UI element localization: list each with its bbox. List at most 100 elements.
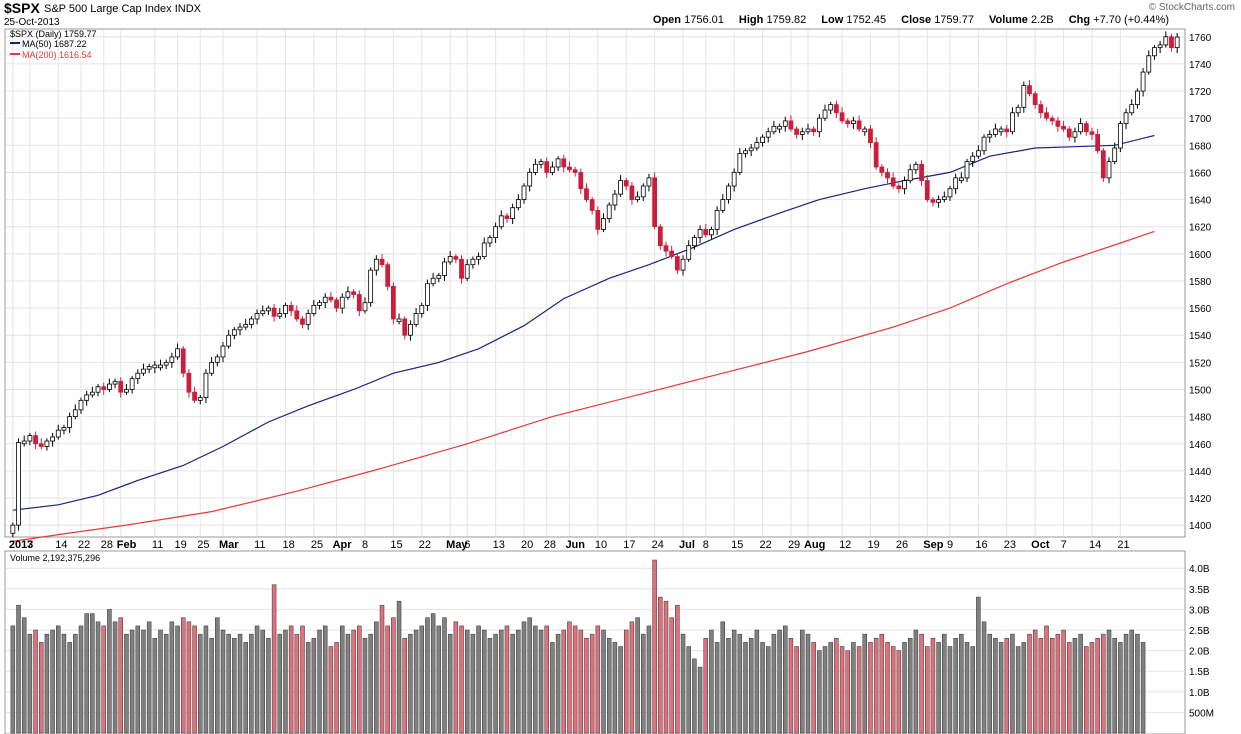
volume-bar: [822, 646, 828, 734]
candle: [453, 253, 459, 264]
candle: [481, 237, 487, 260]
candle: [390, 282, 396, 325]
candle: [158, 359, 163, 371]
candle: [141, 363, 146, 376]
candle: [993, 123, 998, 138]
date-tick-label: 25: [311, 539, 323, 551]
volume-bar: [567, 621, 572, 734]
volume-bar: [396, 600, 402, 734]
volume-bar: [675, 605, 680, 734]
candle: [652, 172, 658, 230]
ma50-line: [12, 134, 1155, 511]
candle: [1117, 120, 1123, 153]
candle: [345, 286, 351, 300]
candle: [1061, 120, 1066, 132]
volume-bar: [959, 633, 964, 734]
price-tick-label: 1660: [1189, 168, 1212, 179]
high-value: 1759.82: [766, 14, 807, 26]
date-tick-label: 19: [175, 539, 187, 551]
candle: [828, 101, 834, 115]
candle: [107, 378, 112, 393]
date-tick-label: 9: [947, 539, 953, 551]
candle: [589, 196, 595, 215]
date-tick-label: 21: [1117, 539, 1129, 551]
low-value: 1752.45: [846, 14, 887, 26]
date-tick-label: 15: [390, 539, 402, 551]
date-tick-label: 10: [595, 539, 607, 551]
price-tick-label: 1440: [1189, 467, 1212, 478]
date-tick-label: 11: [152, 539, 163, 551]
volume-bar: [328, 646, 334, 734]
candle: [981, 134, 987, 155]
candle: [953, 173, 959, 195]
volume-bar: [158, 629, 163, 734]
volume-bar: [873, 638, 879, 734]
candle: [294, 305, 300, 322]
volume-bar: [811, 642, 816, 734]
candle: [873, 137, 879, 170]
open-label: Open: [652, 14, 682, 26]
candle: [61, 424, 67, 435]
candle: [487, 234, 493, 248]
volume-bar: [413, 629, 419, 734]
date-tick-label: 14: [1089, 539, 1101, 551]
candle: [1112, 142, 1118, 165]
candle: [328, 291, 334, 303]
volume-bar: [124, 633, 129, 734]
date-tick-label: 22: [760, 539, 772, 551]
candle: [1049, 115, 1055, 125]
volume-bar: [913, 629, 919, 734]
candle: [936, 195, 942, 208]
volume-bar: [612, 642, 618, 734]
index-full-name: S&P 500 Large Cap Index: [44, 3, 172, 15]
volume-bar: [618, 646, 623, 734]
volume-bar: [16, 605, 21, 734]
volume-bar: [118, 617, 123, 734]
quote-summary: Open 1756.01 High 1759.82 Low 1752.45 Cl…: [653, 14, 1181, 26]
volume-bar: [101, 625, 106, 734]
volume-tick-label: 4.0B: [1189, 564, 1210, 575]
volume-bar: [533, 625, 538, 734]
volume-bar: [1021, 642, 1027, 734]
chg-label: Chg: [1068, 14, 1091, 26]
volume-bar: [1067, 642, 1072, 734]
candle: [78, 397, 84, 414]
volume-bar: [215, 617, 220, 734]
volume-bar: [1004, 638, 1010, 734]
candle: [33, 431, 38, 450]
candle: [231, 327, 237, 340]
candle: [555, 156, 561, 172]
volume-bar: [300, 625, 305, 734]
candlesticks: [10, 31, 1180, 538]
candle: [101, 382, 107, 395]
volume-bar: [1010, 633, 1015, 734]
volume-bar: [953, 638, 958, 734]
candle: [692, 234, 697, 250]
date-tick-label: Jun: [565, 539, 585, 551]
date-tick-label: 22: [419, 539, 431, 551]
volume-bar: [1072, 638, 1078, 734]
candle: [794, 126, 800, 139]
date-tick-label: 25: [197, 539, 209, 551]
price-tick-label: 1480: [1189, 413, 1212, 424]
price-tick-label: 1580: [1189, 277, 1212, 288]
candle: [197, 394, 203, 405]
volume-bar: [260, 629, 265, 734]
candle: [118, 377, 124, 398]
candle: [44, 438, 50, 451]
candle: [192, 386, 197, 404]
volume-bar: [27, 633, 33, 734]
volume-bar: [839, 646, 845, 734]
date-tick-label: 6: [464, 539, 470, 551]
candle: [709, 226, 714, 239]
date-tick-label: 26: [896, 539, 908, 551]
volume-bar: [107, 609, 112, 734]
volume-bar: [760, 642, 765, 734]
exchange: INDX: [174, 3, 201, 15]
volume-bar: [624, 629, 629, 734]
volume-bar: [1078, 633, 1083, 734]
volume-bar: [720, 621, 726, 734]
volume-bar: [527, 617, 532, 734]
volume-bar: [402, 638, 407, 734]
